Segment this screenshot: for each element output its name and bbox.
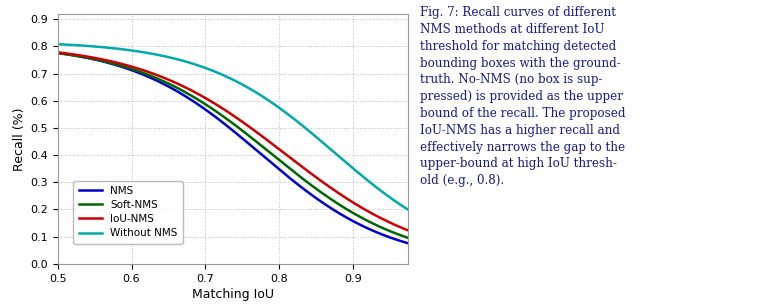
Soft-NMS	[222, 117, 231, 120]
Soft-NMS	[243, 133, 252, 136]
NMS	[243, 141, 252, 144]
Soft-NMS	[262, 148, 271, 152]
NMS	[395, 239, 404, 242]
Y-axis label: Recall (%): Recall (%)	[13, 107, 26, 170]
Without NMS	[222, 75, 231, 78]
NMS	[340, 215, 350, 218]
Without NMS	[340, 160, 350, 163]
NMS	[262, 157, 271, 160]
IoU-NMS	[243, 124, 252, 127]
Legend: NMS, Soft-NMS, IoU-NMS, Without NMS: NMS, Soft-NMS, IoU-NMS, Without NMS	[73, 181, 182, 244]
X-axis label: Matching IoU: Matching IoU	[192, 288, 274, 301]
Soft-NMS	[340, 206, 350, 210]
NMS	[403, 242, 413, 245]
Line: NMS: NMS	[58, 53, 408, 243]
Soft-NMS	[53, 51, 62, 55]
IoU-NMS	[340, 196, 350, 199]
NMS	[219, 122, 229, 125]
Line: IoU-NMS: IoU-NMS	[58, 52, 408, 230]
Without NMS	[395, 203, 404, 206]
Without NMS	[243, 85, 252, 89]
Without NMS	[53, 42, 62, 46]
Soft-NMS	[219, 115, 229, 119]
IoU-NMS	[262, 138, 271, 141]
IoU-NMS	[395, 225, 404, 229]
IoU-NMS	[219, 108, 229, 111]
Line: Soft-NMS: Soft-NMS	[58, 53, 408, 238]
IoU-NMS	[403, 228, 413, 232]
NMS	[53, 51, 62, 55]
Line: Without NMS: Without NMS	[58, 44, 408, 210]
Without NMS	[262, 97, 271, 101]
Soft-NMS	[395, 233, 404, 237]
NMS	[222, 124, 231, 127]
Soft-NMS	[403, 236, 413, 240]
Without NMS	[219, 74, 229, 77]
IoU-NMS	[222, 109, 231, 113]
Without NMS	[403, 208, 413, 212]
Text: Fig. 7: Recall curves of different
NMS methods at different IoU
threshold for ma: Fig. 7: Recall curves of different NMS m…	[420, 6, 625, 187]
IoU-NMS	[53, 51, 62, 54]
